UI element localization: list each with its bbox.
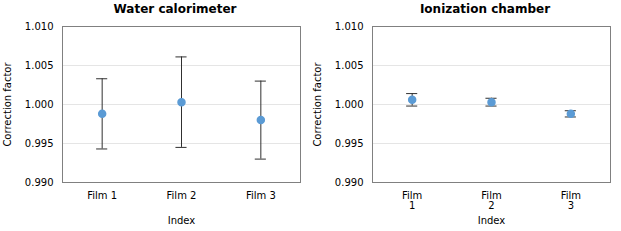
- svg-text:0.995: 0.995: [25, 138, 54, 149]
- svg-text:Film1: Film1: [402, 190, 422, 211]
- html-text:Ionization chamber: Ionization chamber: [419, 2, 551, 16]
- svg-text:Index: Index: [168, 215, 196, 226]
- svg-text:1.010: 1.010: [25, 21, 54, 32]
- svg-text:1.005: 1.005: [335, 60, 364, 71]
- svg-text:Index: Index: [478, 215, 506, 226]
- svg-text:0.995: 0.995: [335, 138, 364, 149]
- svg-text:1.010: 1.010: [335, 21, 364, 32]
- html-text:Water calorimeter: Water calorimeter: [113, 2, 237, 16]
- svg-text:Correction factor: Correction factor: [2, 62, 13, 147]
- svg-text:Correction factor: Correction factor: [312, 62, 323, 147]
- svg-text:Film 3: Film 3: [246, 190, 276, 201]
- svg-text:Film 2: Film 2: [167, 190, 197, 201]
- svg-text:0.990: 0.990: [25, 177, 54, 188]
- svg-text:Film 1: Film 1: [87, 190, 117, 201]
- svg-text:1.005: 1.005: [25, 60, 54, 71]
- svg-text:Film3: Film3: [561, 190, 581, 211]
- svg-text:Film2: Film2: [481, 190, 501, 211]
- svg-text:1.000: 1.000: [25, 99, 54, 110]
- svg-text:0.990: 0.990: [335, 177, 364, 188]
- svg-text:1.000: 1.000: [335, 99, 364, 110]
